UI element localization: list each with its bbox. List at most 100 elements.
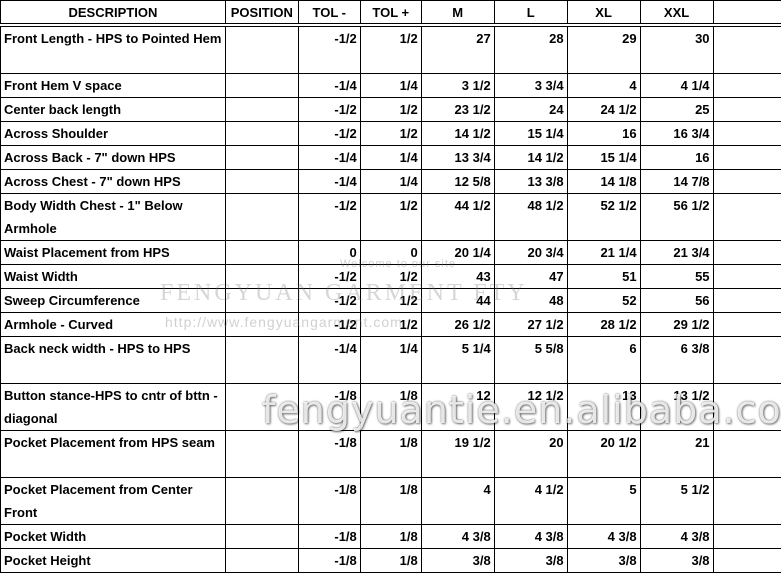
cell-size-xl: 16 — [567, 122, 640, 146]
cell-size-xl: 4 — [567, 74, 640, 98]
cell-size-xxl: 13 1/2 — [640, 384, 713, 431]
cell-size-xl: 6 — [567, 337, 640, 384]
cell-size-m: 27 — [421, 25, 494, 74]
cell-size-l: 27 1/2 — [494, 313, 567, 337]
cell-size-xxl: 5 1/2 — [640, 478, 713, 525]
cell-size-xxl: 21 3/4 — [640, 241, 713, 265]
cell-blank — [713, 478, 781, 525]
cell-size-xxl: 4 1/4 — [640, 74, 713, 98]
cell-size-l: 12 1/2 — [494, 384, 567, 431]
cell-size-m: 44 — [421, 289, 494, 313]
cell-tol-plus: 1/8 — [360, 431, 421, 478]
cell-tol-plus: 1/2 — [360, 98, 421, 122]
cell-blank — [713, 384, 781, 431]
table-row: Button stance-HPS to cntr of bttn - diag… — [1, 384, 781, 431]
cell-size-m: 26 1/2 — [421, 313, 494, 337]
cell-blank — [713, 241, 781, 265]
cell-description: Button stance-HPS to cntr of bttn - diag… — [1, 384, 226, 431]
cell-description: Front Length - HPS to Pointed Hem — [1, 25, 226, 74]
cell-size-l: 4 3/8 — [494, 525, 567, 549]
cell-size-xxl: 4 3/8 — [640, 525, 713, 549]
cell-size-m: 23 1/2 — [421, 98, 494, 122]
cell-size-xl: 21 1/4 — [567, 241, 640, 265]
cell-tol-plus: 1/2 — [360, 122, 421, 146]
cell-size-l: 5 5/8 — [494, 337, 567, 384]
cell-description: Pocket Placement from HPS seam — [1, 431, 226, 478]
cell-tol-minus: -1/8 — [298, 478, 360, 525]
cell-size-xxl: 56 — [640, 289, 713, 313]
cell-blank — [713, 122, 781, 146]
cell-description: Armhole - Curved — [1, 313, 226, 337]
header-blank — [713, 1, 781, 26]
cell-blank — [713, 431, 781, 478]
cell-blank — [713, 146, 781, 170]
cell-blank — [713, 194, 781, 241]
cell-size-l: 4 1/2 — [494, 478, 567, 525]
cell-blank — [713, 525, 781, 549]
cell-size-l: 48 1/2 — [494, 194, 567, 241]
cell-position — [225, 478, 298, 525]
cell-size-l: 48 — [494, 289, 567, 313]
cell-size-xl: 15 1/4 — [567, 146, 640, 170]
cell-size-xl: 24 1/2 — [567, 98, 640, 122]
cell-description: Pocket Width — [1, 525, 226, 549]
cell-position — [225, 74, 298, 98]
cell-size-l: 20 3/4 — [494, 241, 567, 265]
cell-size-xxl: 3/8 — [640, 549, 713, 573]
cell-size-xl: 51 — [567, 265, 640, 289]
cell-description: Sweep Circumference — [1, 289, 226, 313]
cell-description: Across Back - 7" down HPS — [1, 146, 226, 170]
cell-size-m: 12 — [421, 384, 494, 431]
cell-tol-plus: 1/2 — [360, 313, 421, 337]
cell-size-l: 15 1/4 — [494, 122, 567, 146]
cell-position — [225, 25, 298, 74]
cell-blank — [713, 337, 781, 384]
cell-size-xxl: 30 — [640, 25, 713, 74]
cell-tol-minus: -1/8 — [298, 525, 360, 549]
cell-position — [225, 289, 298, 313]
header-size-xxl: XXL — [640, 1, 713, 26]
cell-size-m: 3/8 — [421, 549, 494, 573]
cell-size-m: 14 1/2 — [421, 122, 494, 146]
cell-blank — [713, 170, 781, 194]
header-size-xl: XL — [567, 1, 640, 26]
cell-position — [225, 146, 298, 170]
cell-position — [225, 122, 298, 146]
cell-tol-minus: -1/2 — [298, 98, 360, 122]
cell-blank — [713, 289, 781, 313]
cell-size-l: 3 3/4 — [494, 74, 567, 98]
header-tol-minus: TOL - — [298, 1, 360, 26]
cell-tol-minus: -1/2 — [298, 122, 360, 146]
cell-size-l: 28 — [494, 25, 567, 74]
cell-description: Body Width Chest - 1" Below Armhole — [1, 194, 226, 241]
cell-size-l: 24 — [494, 98, 567, 122]
cell-size-xxl: 16 3/4 — [640, 122, 713, 146]
cell-position — [225, 384, 298, 431]
cell-size-xl: 28 1/2 — [567, 313, 640, 337]
cell-size-xxl: 21 — [640, 431, 713, 478]
cell-tol-minus: -1/2 — [298, 313, 360, 337]
cell-size-xxl: 16 — [640, 146, 713, 170]
cell-blank — [713, 74, 781, 98]
cell-tol-minus: -1/8 — [298, 431, 360, 478]
cell-size-xxl: 14 7/8 — [640, 170, 713, 194]
header-row: DESCRIPTION POSITION TOL - TOL + M L XL … — [1, 1, 781, 26]
cell-size-xl: 5 — [567, 478, 640, 525]
cell-size-xl: 52 1/2 — [567, 194, 640, 241]
cell-size-m: 13 3/4 — [421, 146, 494, 170]
cell-size-l: 13 3/8 — [494, 170, 567, 194]
cell-tol-plus: 1/2 — [360, 25, 421, 74]
cell-description: Waist Width — [1, 265, 226, 289]
cell-tol-minus: -1/4 — [298, 74, 360, 98]
cell-description: Across Shoulder — [1, 122, 226, 146]
